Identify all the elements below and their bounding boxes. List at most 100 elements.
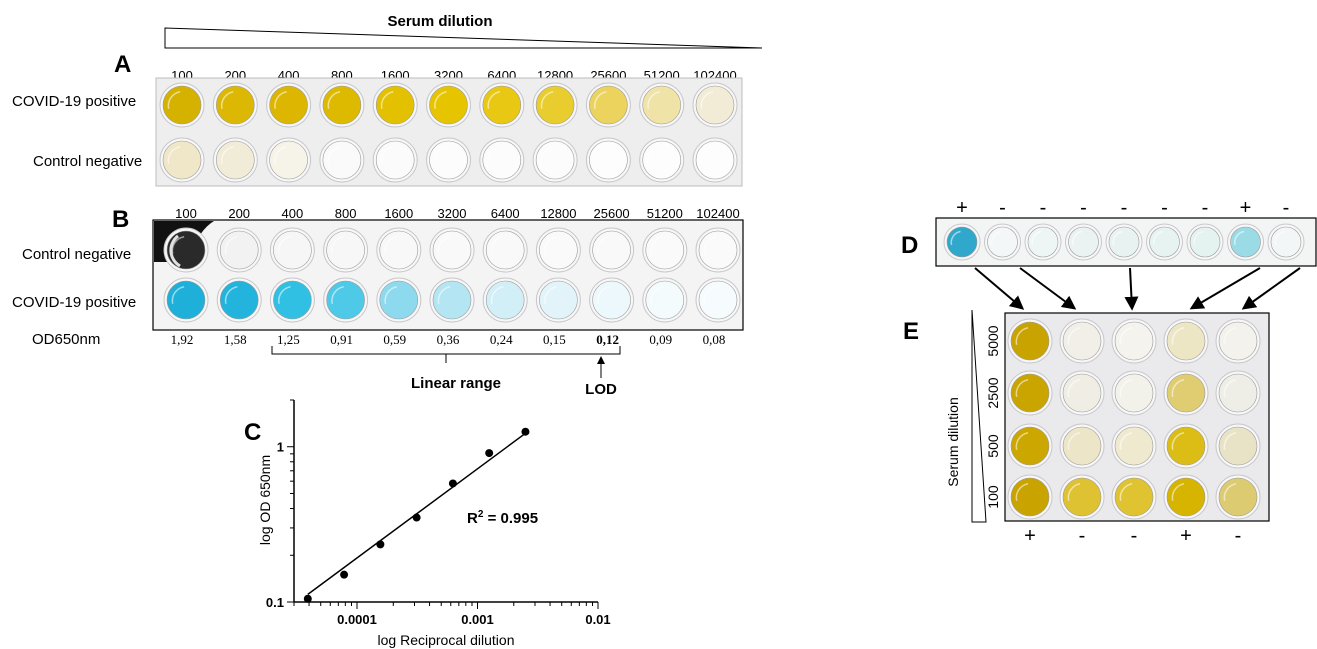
wells-e (1007, 318, 1261, 520)
sign-d: + (956, 197, 968, 219)
od-values: 1,92 1,58 1,25 0,91 0,59 0,36 0,24 0,15 0,12 0,09… (171, 332, 726, 347)
panel-d: D + - - - - - - + - (901, 197, 1317, 311)
well-highlight (487, 145, 501, 164)
lod-arrow-head (597, 356, 605, 364)
wells-d (943, 223, 1305, 261)
well-b-negative (482, 227, 528, 273)
panel-letter-a: A (114, 51, 131, 78)
well-e (1163, 474, 1209, 520)
sign-e: + (1180, 525, 1192, 547)
well-b-negative (695, 227, 741, 273)
well-b-negative (535, 227, 581, 273)
r2-r: R (467, 510, 478, 527)
well-highlight (594, 90, 607, 109)
well-highlight (1119, 482, 1133, 501)
well-highlight (167, 145, 181, 164)
well-highlight (1152, 230, 1164, 246)
well-b-negative (429, 227, 475, 273)
well-b-negative (269, 227, 315, 273)
od-value: 1,25 (277, 332, 300, 347)
well-highlight (540, 90, 554, 109)
well-highlight (1119, 378, 1133, 397)
well-highlight (1031, 230, 1042, 246)
well-highlight (1223, 482, 1237, 501)
well-e (1111, 318, 1157, 364)
well-highlight (700, 90, 714, 109)
od-value: 0,24 (490, 332, 513, 347)
well-e (1163, 370, 1209, 416)
y-axis-label: log OD 650nm (257, 455, 273, 545)
well-highlight (1015, 482, 1029, 501)
well-highlight (384, 285, 398, 304)
dilution-label: 51200 (647, 206, 683, 221)
well-a-positive (532, 82, 578, 128)
well-highlight (1067, 326, 1081, 345)
dilution-wedge (164, 27, 763, 49)
od-value: 0,08 (703, 332, 726, 347)
well-highlight (1067, 378, 1081, 397)
well-e (1007, 318, 1053, 364)
r-squared-annotation: R2 = 0.995 (467, 509, 538, 527)
column-signs-e: + - - + - (1024, 525, 1241, 547)
panel-letter-e: E (903, 318, 919, 345)
sign-d: - (1040, 197, 1047, 219)
selection-arrow (1124, 267, 1139, 311)
x-axis-label: log Reciprocal dilution (378, 632, 515, 648)
selection-arrows (974, 267, 1301, 311)
well-highlight (1119, 431, 1133, 450)
well-highlight (540, 145, 554, 164)
well-highlight (650, 235, 664, 254)
well-a-positive (266, 82, 312, 128)
well-highlight (594, 145, 607, 164)
od-value: 0,36 (437, 332, 460, 347)
well-a-negative (585, 137, 631, 183)
well-a-positive (426, 82, 471, 128)
well-highlight (1223, 431, 1237, 450)
well-a-positive (692, 82, 738, 128)
row-label-e: 100 (985, 485, 1001, 509)
od-value: 0,15 (543, 332, 566, 347)
x-tick-label: 0.001 (461, 612, 494, 627)
well-highlight (544, 235, 557, 254)
dilution-label: 1600 (384, 206, 413, 221)
well-b-positive (163, 277, 209, 323)
row-label-control-negative-b: Control negative (22, 246, 131, 263)
serum-dilution-header: Serum dilution (388, 13, 493, 30)
well-highlight (1223, 378, 1237, 397)
dilution-label: 6400 (491, 206, 520, 221)
chart-c: 0.1 1 0.0001 0.001 0.01 (266, 399, 611, 627)
well-a-negative (479, 137, 525, 183)
data-point (412, 513, 421, 522)
well-b-positive (269, 277, 315, 323)
well-highlight (950, 230, 961, 246)
well-e (1059, 474, 1105, 520)
well-e (1111, 423, 1157, 469)
sign-e: - (1131, 525, 1138, 547)
well-a-negative (266, 137, 312, 183)
panel-b: B 100 200 400 800 1600 3200 6400 12800 25600 5120… (12, 206, 744, 398)
row-label-e: 500 (985, 434, 1001, 458)
y-tick-label: 0.1 (266, 595, 284, 610)
r2-value: = 0.995 (483, 510, 538, 527)
well-b-negative (323, 227, 369, 273)
well-highlight (990, 230, 1002, 246)
well-highlight (703, 235, 717, 254)
selection-arrow (974, 267, 1025, 310)
well-highlight (700, 145, 714, 164)
selection-arrow (1019, 267, 1077, 310)
well-b-positive (376, 277, 422, 323)
dilution-label: 102400 (696, 206, 739, 221)
selection-arrow (1189, 267, 1261, 310)
dilution-label: 25600 (594, 206, 630, 221)
well-highlight (650, 285, 664, 304)
well-highlight (1067, 431, 1081, 450)
dilution-wedge-vertical (971, 309, 987, 523)
sign-d: - (1283, 197, 1290, 219)
well-highlight (278, 235, 291, 254)
well-b-positive (642, 277, 688, 323)
serum-dilution-side-label: Serum dilution (945, 397, 961, 487)
wells-b (163, 227, 741, 323)
well-b-positive (535, 277, 581, 323)
well-highlight (1112, 230, 1123, 246)
